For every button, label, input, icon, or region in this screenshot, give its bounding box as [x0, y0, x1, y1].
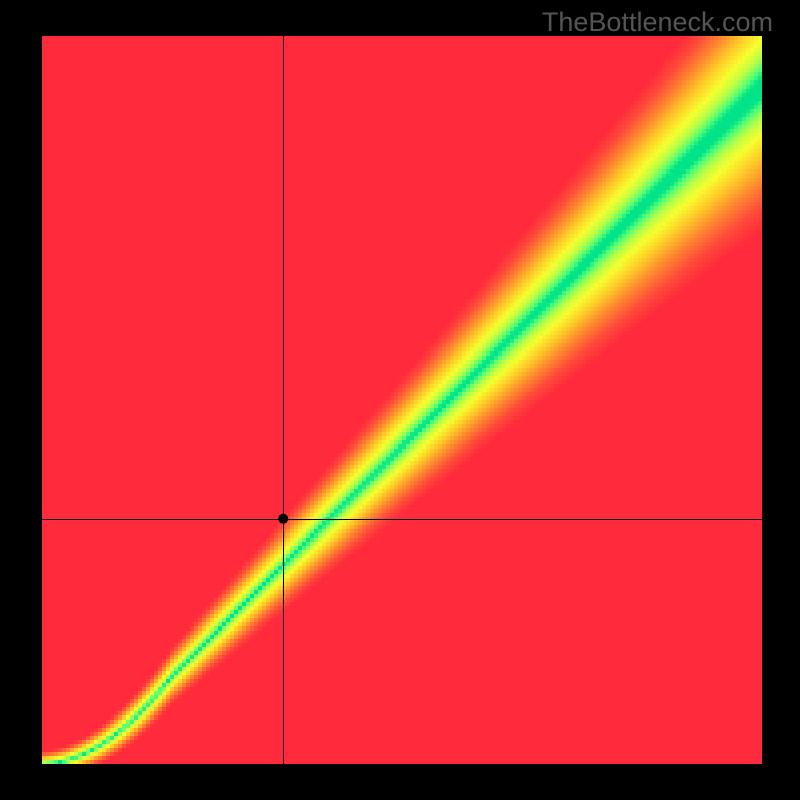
watermark-text: TheBottleneck.com: [542, 7, 773, 38]
heatmap-canvas: [0, 0, 800, 800]
figure-container: TheBottleneck.com: [0, 0, 800, 800]
